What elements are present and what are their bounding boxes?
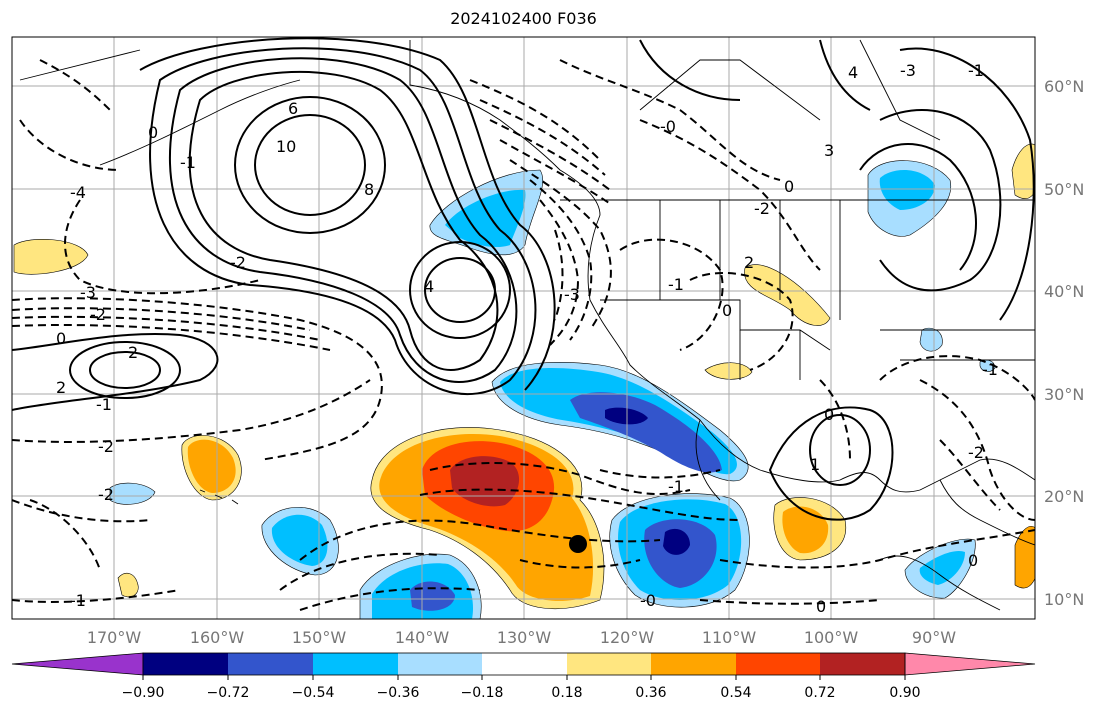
contour-label: -1: [70, 591, 86, 610]
lon-label-140w: 140°W: [395, 628, 450, 647]
latitude-labels: 60°N 50°N 40°N 30°N 20°N 10°N: [1044, 77, 1084, 609]
contour-label: -2: [230, 253, 246, 272]
lon-label-130w: 130°W: [497, 628, 552, 647]
lat-label-40n: 40°N: [1044, 282, 1084, 301]
lon-label-170w: 170°W: [87, 628, 142, 647]
graticule: [12, 37, 1035, 619]
contour-label: 4: [848, 63, 858, 82]
colorbar-tick-label: 0.90: [889, 685, 920, 701]
lon-label-90w: 90°W: [912, 628, 956, 647]
contour-label: -2: [754, 199, 770, 218]
longitude-labels: 170°W 160°W 150°W 140°W 130°W 120°W 110°…: [87, 628, 956, 647]
contour-label: 0: [968, 551, 978, 570]
colorbar-tick-label: 0.72: [804, 685, 835, 701]
colorbar-tick-label: 0.36: [635, 685, 666, 701]
lat-label-50n: 50°N: [1044, 180, 1084, 199]
contour-label: 0: [722, 301, 732, 320]
colorbar-tick-label: −0.36: [377, 685, 420, 701]
contour-label: 0: [816, 597, 826, 616]
contour-label: 0: [784, 177, 794, 196]
colorbar-segment: [313, 653, 398, 675]
lon-label-160w: 160°W: [190, 628, 245, 647]
lon-label-150w: 150°W: [292, 628, 347, 647]
contour-label: -3: [564, 285, 580, 304]
map-title: 2024102400 F036: [450, 9, 597, 28]
colorbar-tick-label: −0.18: [461, 685, 504, 701]
contour-label: 3: [824, 141, 834, 160]
contour-label: 10: [276, 137, 296, 156]
contour-label: -2: [90, 305, 106, 324]
contour-label: -1: [96, 395, 112, 414]
colorbar-segment: [398, 653, 482, 675]
map-frame: [11, 36, 1036, 620]
lat-label-30n: 30°N: [1044, 385, 1084, 404]
contour-label: 2: [128, 343, 138, 362]
map-plot-area: 10 8 6 4 2 0 -4 -3 -2 -1 0 -2 -1 2 0 -2 …: [12, 37, 1035, 619]
dashed-contours: [12, 59, 1035, 611]
lon-label-110w: 110°W: [702, 628, 757, 647]
contour-label: 0: [824, 405, 834, 424]
colorbar: −0.90 −0.72 −0.54 −0.36 −0.18 0.18 0.36 …: [11, 652, 1036, 701]
contour-label: -1: [668, 275, 684, 294]
lon-label-100w: 100°W: [804, 628, 859, 647]
shaded-anomalies: [13, 143, 1035, 619]
contour-label: 8: [364, 180, 374, 199]
contour-label: -1: [968, 61, 984, 80]
colorbar-segment: [651, 653, 736, 675]
contour-label: -0: [660, 117, 676, 136]
colorbar-tick-label: 0.18: [551, 685, 582, 701]
contour-label: -3: [80, 283, 96, 302]
colorbar-segment: [228, 653, 313, 675]
contour-label: -0: [640, 591, 656, 610]
lat-label-10n: 10°N: [1044, 590, 1084, 609]
colorbar-segment: [567, 653, 651, 675]
colorbar-max-extension: [904, 652, 1036, 676]
contour-label: 1: [810, 455, 820, 474]
colorbar-tick-label: −0.72: [207, 685, 250, 701]
colorbar-segment: [143, 653, 228, 675]
contour-label: 4: [424, 277, 434, 296]
lat-label-60n: 60°N: [1044, 77, 1084, 96]
contour-label: -2: [968, 443, 984, 462]
colorbar-min-extension: [11, 652, 144, 676]
contour-label: 0: [148, 123, 158, 142]
contour-label: -1: [180, 153, 196, 172]
colorbar-tick-label: −0.54: [292, 685, 335, 701]
lon-label-120w: 120°W: [600, 628, 655, 647]
contour-label: 2: [56, 378, 66, 397]
colorbar-segment: [820, 653, 905, 675]
solid-contours: [12, 37, 1035, 521]
colorbar-segment: [736, 653, 820, 675]
lat-label-20n: 20°N: [1044, 487, 1084, 506]
coastlines: [19, 39, 1035, 611]
contour-label: 6: [288, 99, 298, 118]
contour-label: 0: [56, 329, 66, 348]
contour-labels: 10 8 6 4 2 0 -4 -3 -2 -1 0 -2 -1 2 0 -2 …: [56, 61, 998, 616]
contour-label: -4: [70, 183, 86, 202]
contour-label: -1: [982, 360, 998, 379]
contour-label: -2: [98, 485, 114, 504]
contour-label: -1: [668, 477, 684, 496]
contour-label: -3: [900, 61, 916, 80]
contour-label: -2: [98, 437, 114, 456]
contour-label: 2: [744, 253, 754, 272]
storm-position-marker: [569, 535, 587, 553]
colorbar-tick-label: 0.54: [720, 685, 751, 701]
colorbar-segment: [482, 653, 567, 675]
colorbar-tick-label: −0.90: [122, 685, 165, 701]
